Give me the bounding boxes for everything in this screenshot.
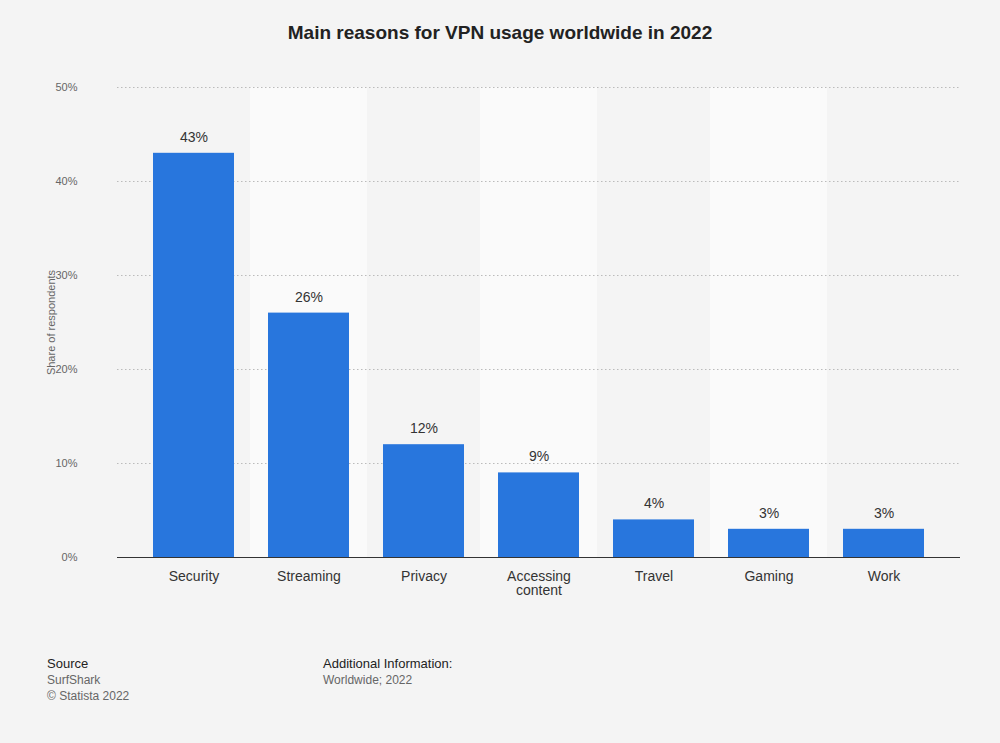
svg-text:30%: 30%	[55, 269, 77, 281]
html-text:Source: Source	[47, 656, 89, 671]
html-text:SurfShark: SurfShark	[47, 673, 101, 687]
svg-text:Privacy: Privacy	[401, 568, 447, 584]
svg-text:Security: Security	[169, 568, 220, 584]
html-text:Worldwide; 2022: Worldwide; 2022	[323, 673, 413, 687]
svg-text:20%: 20%	[55, 363, 77, 375]
svg-text:4%: 4%	[644, 495, 664, 511]
svg-text:3%: 3%	[759, 505, 779, 521]
svg-text:40%: 40%	[55, 175, 77, 187]
svg-text:Work: Work	[868, 568, 901, 584]
svg-text:50%: 50%	[55, 81, 77, 93]
svg-text:3%: 3%	[874, 505, 894, 521]
html-text:Main reasons for VPN usage wor: Main reasons for VPN usage worldwide in …	[287, 22, 713, 43]
svg-text:Accessingcontent: Accessingcontent	[507, 568, 571, 598]
html-text:© Statista 2022: © Statista 2022	[47, 689, 130, 703]
html-text:Additional Information:: Additional Information:	[323, 656, 453, 671]
svg-text:26%: 26%	[295, 289, 323, 305]
svg-text:9%: 9%	[529, 448, 549, 464]
svg-text:Gaming: Gaming	[744, 568, 793, 584]
svg-text:Travel: Travel	[635, 568, 673, 584]
svg-text:10%: 10%	[55, 457, 77, 469]
svg-text:0%: 0%	[62, 551, 78, 563]
svg-text:12%: 12%	[410, 420, 438, 436]
svg-text:Streaming: Streaming	[277, 568, 341, 584]
svg-text:Share of respondents: Share of respondents	[45, 269, 57, 375]
svg-text:43%: 43%	[180, 129, 208, 145]
